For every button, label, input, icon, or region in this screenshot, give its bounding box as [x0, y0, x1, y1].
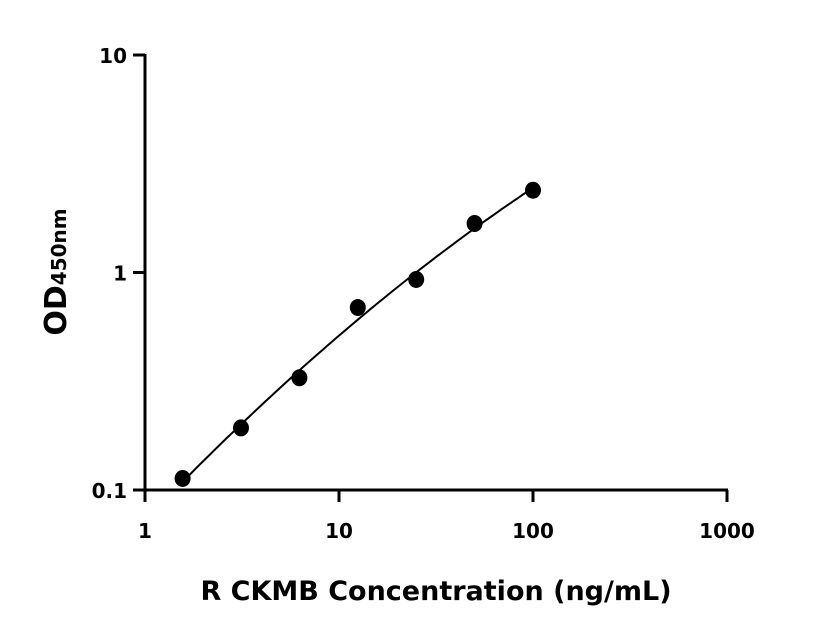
fit-curve: [181, 186, 534, 483]
y-axis-label-subscript: 450nm: [47, 208, 71, 285]
x-axis-label: R CKMB Concentration (ng/mL): [200, 576, 671, 607]
axes: 1 10 100 1000 0.1 1 10: [92, 44, 755, 543]
x-tick-label: 10: [325, 519, 353, 543]
data-point: [466, 214, 483, 232]
y-tick-label: 10: [99, 44, 127, 68]
x-tick-label: 1: [138, 519, 152, 543]
data-point: [408, 270, 425, 288]
data-point: [174, 469, 191, 487]
x-tick-label: 100: [512, 519, 554, 543]
y-tick-label: 1: [113, 262, 127, 286]
y-tick-label: 0.1: [92, 479, 127, 503]
data-points: [174, 181, 541, 487]
data-point: [291, 369, 308, 387]
data-point: [525, 181, 541, 199]
x-tick-label: 1000: [699, 519, 755, 543]
data-point: [349, 299, 366, 317]
data-point: [233, 419, 250, 437]
y-axis-label-main: OD: [39, 285, 74, 335]
y-axis-label: OD450nm: [39, 208, 74, 335]
